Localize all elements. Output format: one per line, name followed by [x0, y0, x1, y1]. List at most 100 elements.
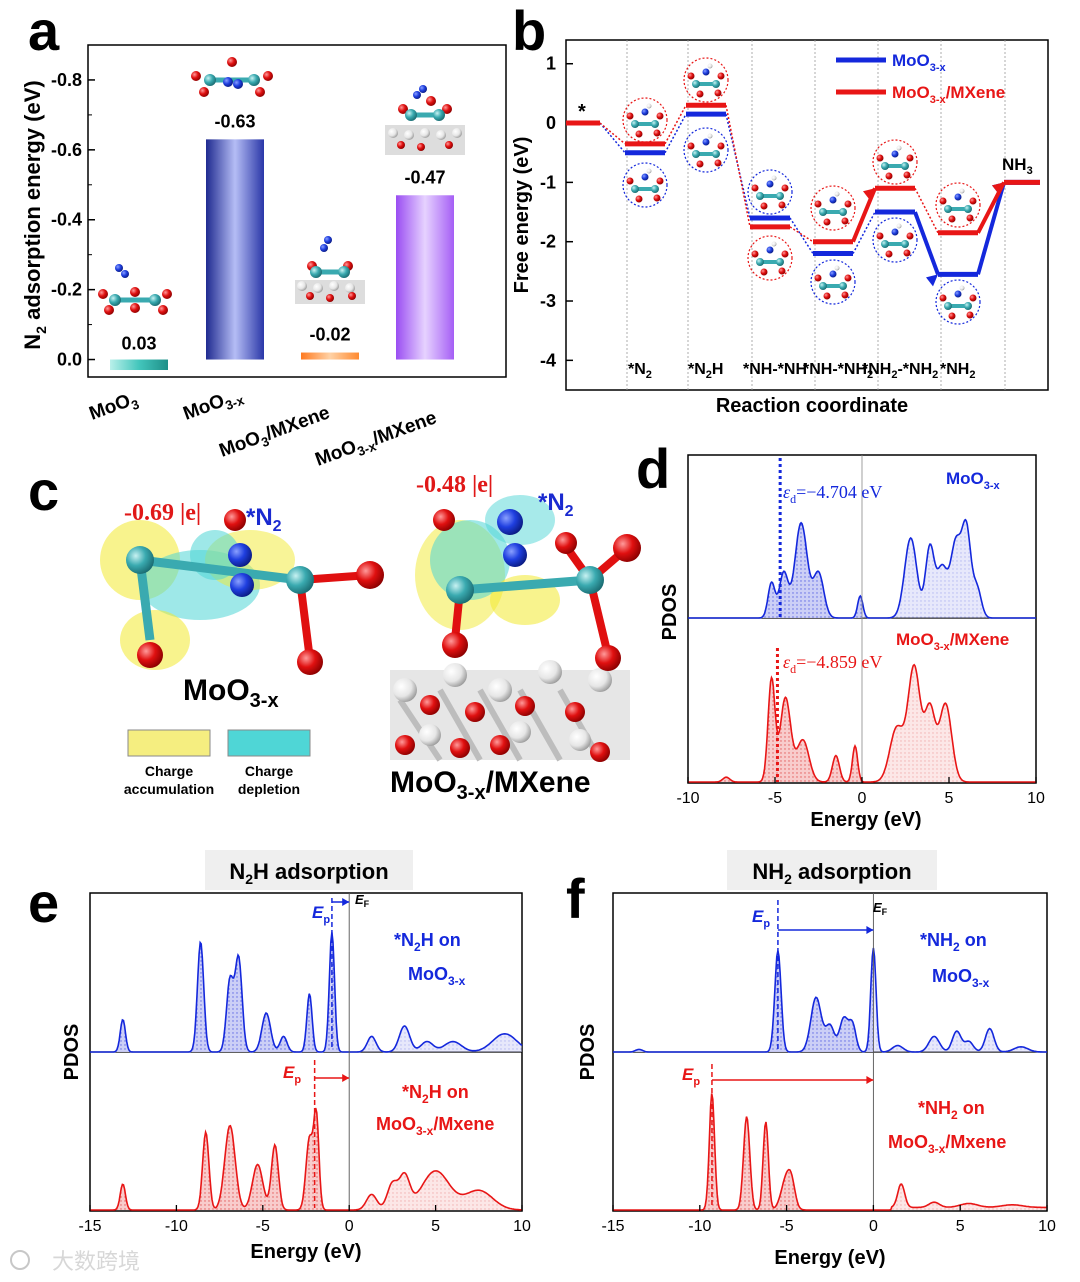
structure-inset: [683, 127, 729, 173]
panel-c-label-right: MoO3-x/MXene: [390, 766, 591, 804]
legend-charge-accumulation-label-1: Charge: [145, 763, 193, 779]
atom: [766, 246, 774, 254]
panel-a-yticks: 0.0 -0.2 -0.4 -0.6 -0.8: [51, 44, 95, 370]
panel-d: d PDOS Energy (eV) -10 -5 0 5 10 MoO3-x MoO3…: [636, 437, 1045, 831]
atom: [901, 240, 909, 248]
atom: [646, 168, 652, 174]
atom: [712, 150, 720, 158]
connector: [789, 226, 814, 243]
pdos-n2h-moo3x-line: [90, 932, 523, 1053]
atom: [841, 217, 849, 225]
legend-charge-depletion-label-1: Charge: [245, 763, 293, 779]
panel-f-title: NH2 adsorption: [752, 859, 911, 887]
panel-e-label-top-2: MoO3-x: [408, 964, 466, 988]
atom: [823, 218, 831, 226]
pdos-nh2-moo3x-line: [613, 947, 1047, 1053]
atom: [896, 223, 902, 229]
atom: [751, 250, 759, 258]
panel-b-step-n2h: *N2H: [688, 361, 723, 381]
bar: [396, 195, 454, 360]
atom: [844, 274, 852, 282]
atom: [891, 228, 899, 236]
panel-letter-d: d: [636, 437, 670, 500]
panel-b-ylabel: Free energy (eV): [511, 137, 533, 294]
pdos-nh2-moo3x-mxene-line: [613, 1093, 1047, 1211]
bar-value-label: -0.02: [309, 325, 350, 345]
panel-f-ef-top: EF: [873, 900, 888, 917]
atom: [966, 311, 974, 319]
panel-b-annotation-nh3: NH3: [1002, 155, 1033, 177]
inset-circle: [935, 182, 981, 228]
atom: [906, 232, 914, 240]
legend-charge-accumulation-swatch: [127, 729, 211, 757]
atom: [651, 120, 659, 128]
panel-e-ef-top: EF: [355, 892, 370, 909]
structure-moo3x-mxene: [390, 495, 641, 762]
watermark-text: 大数跨境: [52, 1250, 140, 1275]
ytick-label: -0.2: [51, 280, 82, 300]
atom: [653, 129, 661, 137]
structure-inset: [747, 169, 793, 215]
atom: [641, 173, 649, 181]
atom: [635, 130, 643, 138]
atom: [969, 294, 977, 302]
inset-circle: [622, 97, 668, 143]
panel-f: f NH2 adsorption PDOS Energy (eV) -15 -10…: [566, 850, 1056, 1269]
atom: [717, 72, 725, 80]
ytick-label: -1: [540, 172, 556, 192]
panel-c-charge-right: -0.48 |e|: [416, 472, 493, 498]
xtick-label: 10: [1038, 1218, 1056, 1235]
panel-e-title-bg: [205, 850, 413, 890]
ytick-label: 0.0: [57, 350, 82, 370]
panel-b-step-nh2nh2: *NH2-*NH2: [862, 361, 938, 381]
atom: [901, 162, 909, 170]
panel-letter-c: c: [28, 459, 59, 522]
bar-value-label: -0.63: [214, 111, 255, 131]
molecule-moo3x-mxene: [385, 85, 465, 155]
panel-c-adsorbate-right: *N2: [538, 489, 574, 520]
ytick-label: -0.6: [51, 140, 82, 160]
xtick-label: 10: [1027, 790, 1045, 807]
panel-b-yticks: 1 0 -1 -2 -3 -4: [540, 54, 573, 370]
xtick-label: -10: [165, 1218, 188, 1235]
atom: [687, 142, 695, 150]
structure-inset: [683, 57, 729, 103]
panel-letter-f: f: [566, 867, 585, 930]
atom: [948, 312, 956, 320]
atom: [751, 184, 759, 192]
atom: [964, 205, 972, 213]
panel-b: b Free energy (eV) Reaction coordinate 1…: [511, 0, 1049, 417]
molecule-moo3x: [191, 57, 273, 97]
panel-f-ylabel: PDOS: [577, 1024, 599, 1081]
connector-arrowhead: [992, 182, 1004, 195]
atom: [948, 215, 956, 223]
panel-e-label-bottom-1: *N2H on: [402, 1082, 469, 1106]
atom: [756, 258, 764, 266]
atom: [954, 290, 962, 298]
panel-e: e N2H adsorption PDOS Energy (eV) -15 -10…: [28, 850, 531, 1263]
atom: [885, 172, 893, 180]
panel-b-xlabel: Reaction coordinate: [716, 395, 908, 417]
connector-arrowhead: [863, 188, 875, 201]
pdos-n2h-moo3x-fill-occupied: [90, 932, 350, 1052]
series-moo3x-mxene: [566, 102, 1040, 245]
atom: [939, 197, 947, 205]
atom: [906, 154, 914, 162]
atom: [885, 250, 893, 258]
atom: [692, 80, 700, 88]
atom: [714, 89, 722, 97]
atom: [839, 282, 847, 290]
ytick-label: -2: [540, 232, 556, 252]
connector: [599, 122, 626, 145]
atom: [954, 193, 962, 201]
panel-c-adsorbate-left: *N2: [246, 504, 282, 535]
atom: [959, 285, 965, 291]
mxene-substrate: [390, 660, 630, 762]
pdos-moo3x-fill-unoccupied: [862, 519, 1036, 618]
atom: [635, 195, 643, 203]
legend-charge-depletion-label-2: depletion: [238, 781, 300, 797]
inset-circle: [810, 185, 856, 231]
panel-b-step-nh2: *NH2: [940, 361, 975, 381]
xtick-label: 5: [945, 790, 954, 807]
panel-f-xlabel: Energy (eV): [774, 1247, 885, 1269]
